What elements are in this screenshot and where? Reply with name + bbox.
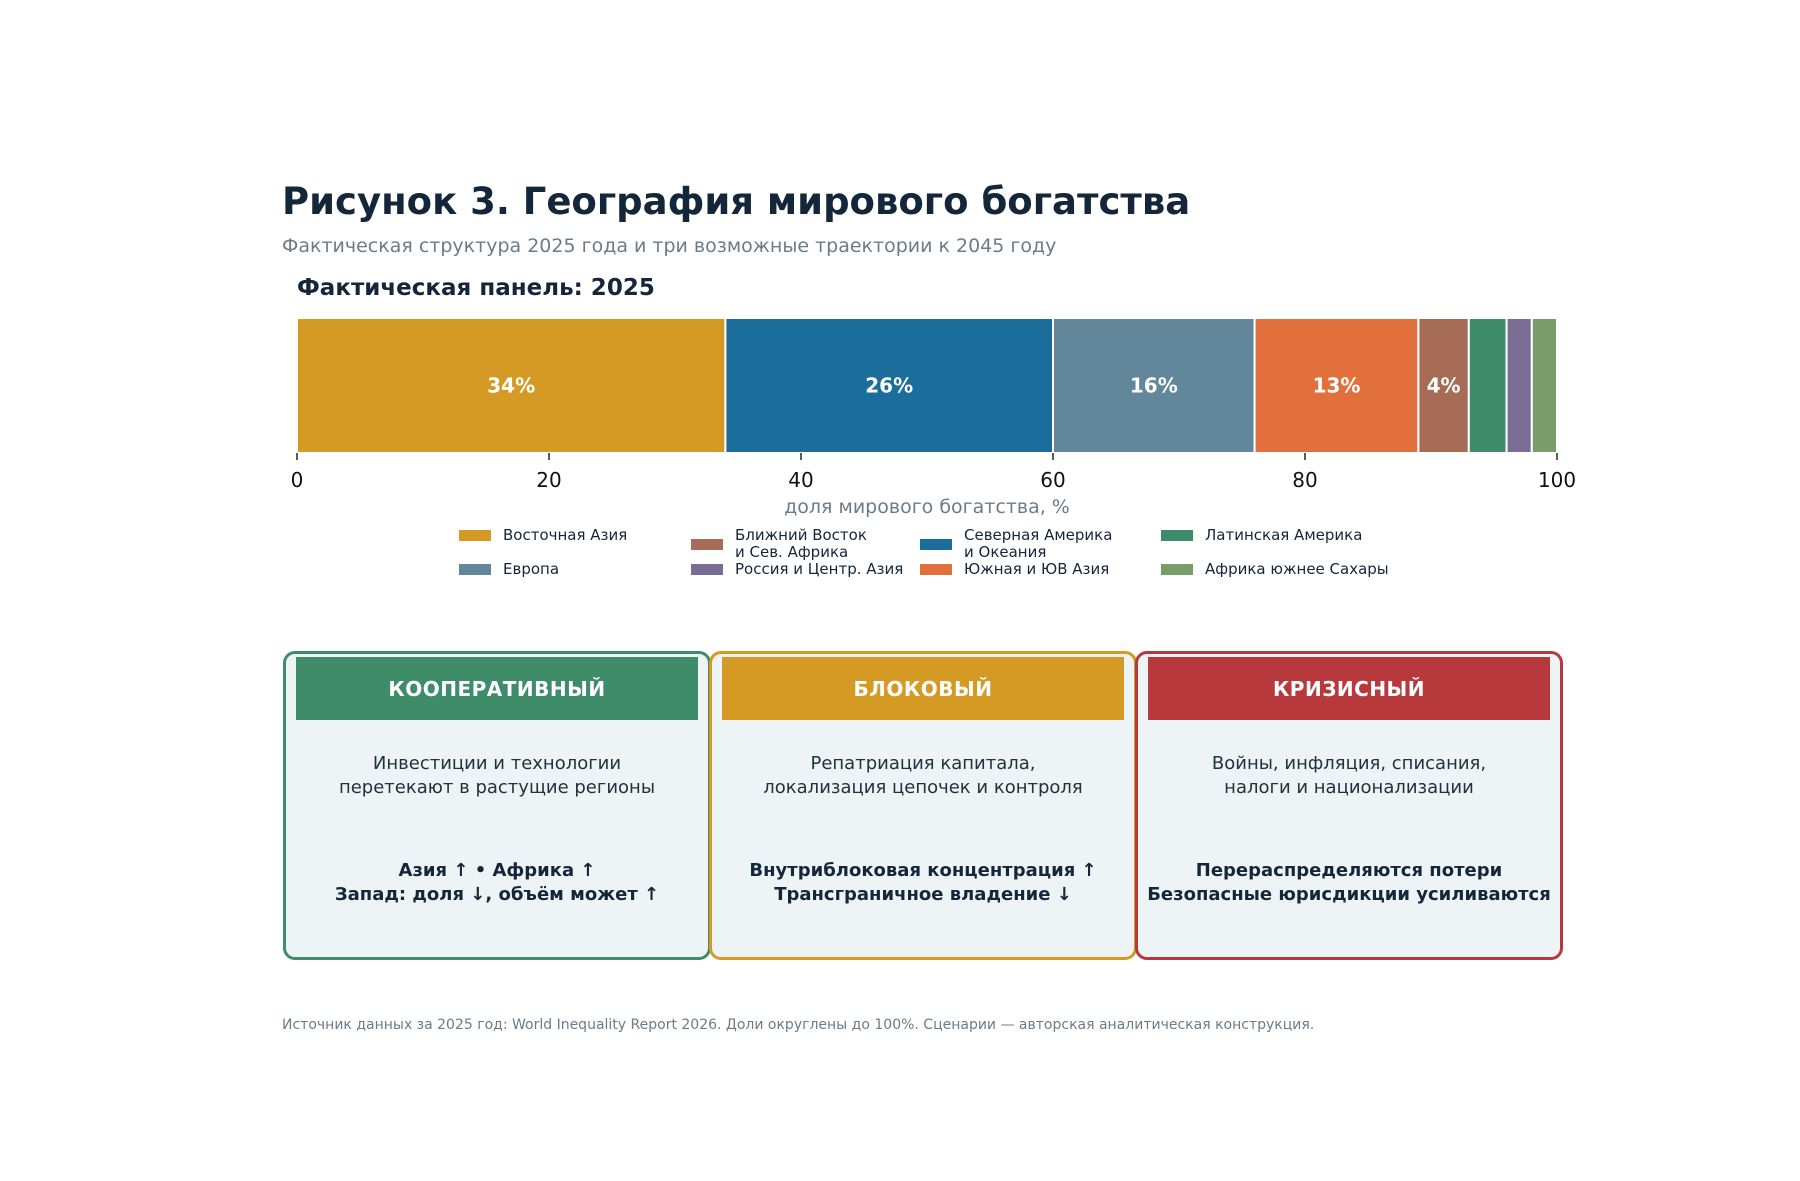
x-tick-label-1: 20 [536,468,561,492]
scenario-description: Репатриация капитала, локализация цепочек… [763,753,1083,798]
bar-segment-6 [1505,317,1533,454]
scenario-effects: Перераспределяются потери Безопасные юрис… [1147,860,1551,905]
legend-swatch [459,564,491,575]
bar-value-label-0: 34% [487,374,535,398]
legend-swatch [1161,564,1193,575]
x-tick-label-0: 0 [291,468,304,492]
legend-label: Европа [503,560,560,578]
scenario-effects: Внутриблоковая концентрация ↑ Трансгранич… [749,860,1097,905]
bar-value-label-3: 13% [1313,374,1361,398]
legend-item-3: Южная и ЮВ Азия [920,561,1109,578]
x-tick-label-2: 40 [788,468,813,492]
x-tick-label-3: 60 [1040,468,1065,492]
scenario-card-0: КООПЕРАТИВНЫЙ Инвестиции и технологии пере… [283,651,711,960]
bar-segment-4 [1417,317,1470,454]
figure-subtitle: Фактическая структура 2025 года и три во… [282,235,1057,257]
scenario-title: КРИЗИСНЫЙ [1148,657,1550,720]
scenario-description: Войны, инфляция, списания, налоги и нацио… [1211,753,1487,798]
legend-swatch [691,564,723,575]
bar-segment-2 [1052,317,1256,454]
bar-value-label-1: 26% [865,374,913,398]
bar-segment-1 [724,317,1055,454]
legend-item-7: Африка южнее Сахары [1161,561,1389,578]
legend-label: Южная и ЮВ Азия [964,560,1110,578]
scenario-title: БЛОКОВЫЙ [722,657,1124,720]
bar-value-label-4: 4% [1427,374,1461,398]
scenario-description: Инвестиции и технологии перетекают в раст… [338,753,656,798]
bar-segment-5 [1467,317,1508,454]
legend-item-2: Европа [459,561,559,578]
bar-segment-3 [1253,317,1420,454]
bar-value-label-2: 16% [1130,374,1178,398]
scenario-effects: Азия ↑ • Африка ↑ Запад: доля ↓, объём мо… [334,860,660,905]
bar-segment-7 [1530,317,1559,454]
figure-title: Рисунок 3. География мирового богатства [282,180,1191,223]
legend-swatch [920,564,952,575]
stacked-bar-chart: 34% 26% 16% 13% 4% 0 20 40 60 80 100 доля мирового … [291,317,1576,518]
source-note: Источник данных за 2025 год: World Inequ… [282,1017,1315,1033]
scenario-title: КООПЕРАТИВНЫЙ [296,657,698,720]
x-tick-label-5: 100 [1538,468,1576,492]
x-axis-label: доля мирового богатства, % [784,496,1070,518]
panel-title: Фактическая панель: 2025 [297,275,655,301]
legend-label: Африка южнее Сахары [1205,560,1389,578]
legend-item-6: Россия и Центр. Азия [691,561,903,578]
legend-label: Россия и Центр. Азия [735,560,904,578]
x-tick-label-4: 80 [1292,468,1317,492]
scenario-card-2: КРИЗИСНЫЙ Войны, инфляция, списания, налог… [1135,651,1563,960]
scenario-card-1: БЛОКОВЫЙ Репатриация капитала, локализация… [709,651,1137,960]
